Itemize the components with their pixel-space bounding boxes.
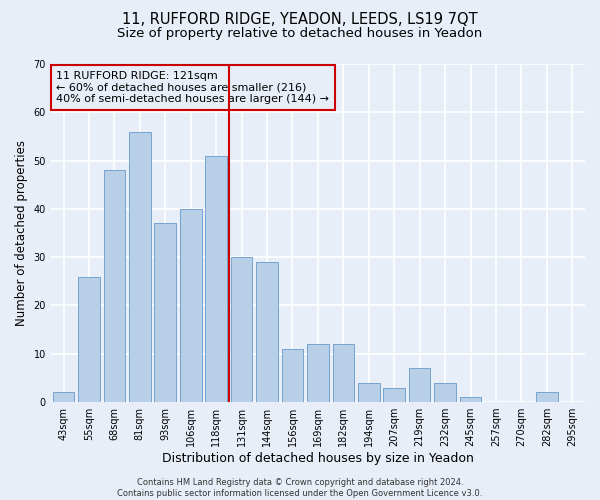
Bar xyxy=(129,132,151,402)
Y-axis label: Number of detached properties: Number of detached properties xyxy=(15,140,28,326)
Bar xyxy=(536,392,557,402)
Text: 11 RUFFORD RIDGE: 121sqm
← 60% of detached houses are smaller (216)
40% of semi-: 11 RUFFORD RIDGE: 121sqm ← 60% of detach… xyxy=(56,71,329,104)
Bar xyxy=(53,392,74,402)
Bar xyxy=(231,257,253,402)
Bar xyxy=(460,398,481,402)
Bar xyxy=(104,170,125,402)
Text: Contains HM Land Registry data © Crown copyright and database right 2024.
Contai: Contains HM Land Registry data © Crown c… xyxy=(118,478,482,498)
Text: Size of property relative to detached houses in Yeadon: Size of property relative to detached ho… xyxy=(118,28,482,40)
Bar xyxy=(78,276,100,402)
Text: 11, RUFFORD RIDGE, YEADON, LEEDS, LS19 7QT: 11, RUFFORD RIDGE, YEADON, LEEDS, LS19 7… xyxy=(122,12,478,28)
Bar xyxy=(434,383,456,402)
Bar xyxy=(256,262,278,402)
Bar xyxy=(180,209,202,402)
Bar xyxy=(307,344,329,402)
Bar xyxy=(205,156,227,402)
Bar xyxy=(358,383,380,402)
Bar xyxy=(409,368,430,402)
Bar xyxy=(154,224,176,402)
Bar xyxy=(281,349,303,402)
X-axis label: Distribution of detached houses by size in Yeadon: Distribution of detached houses by size … xyxy=(162,452,474,465)
Bar xyxy=(332,344,354,402)
Bar xyxy=(383,388,405,402)
